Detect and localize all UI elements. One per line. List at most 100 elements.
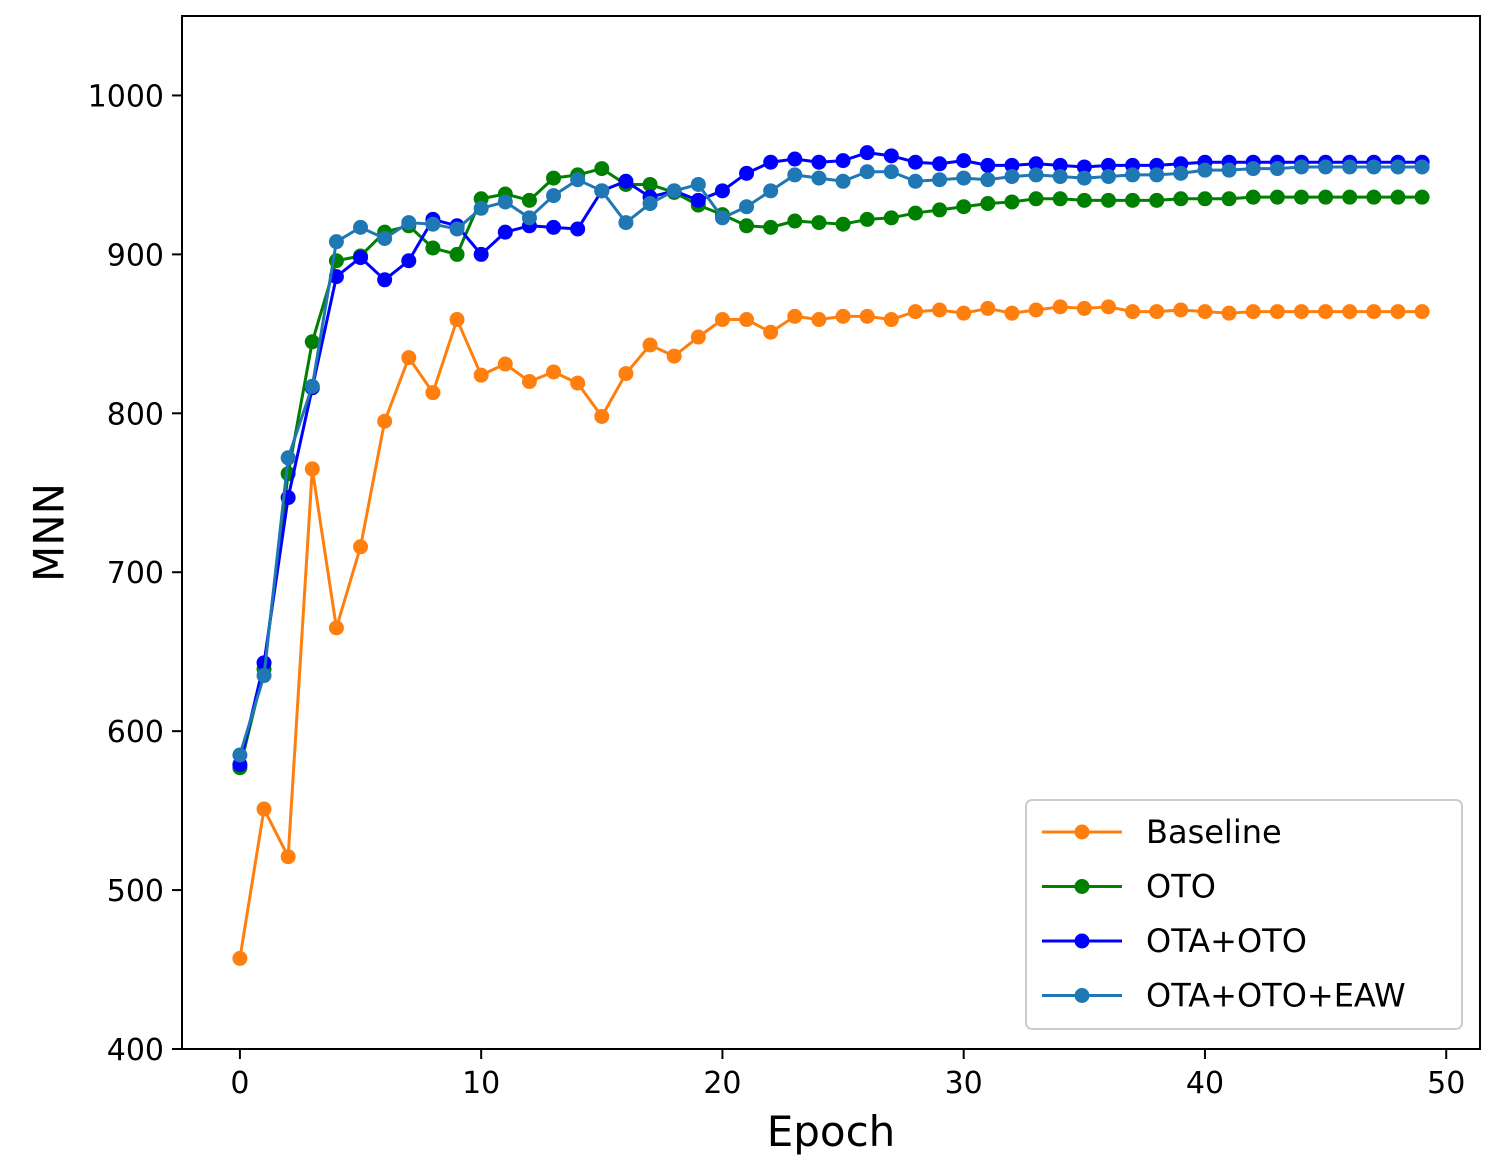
data-point [594, 161, 610, 177]
legend-item: OTO [1042, 868, 1216, 906]
data-point [521, 210, 537, 226]
data-point [690, 329, 706, 345]
data-point [497, 356, 513, 372]
y-axis: 400 500 600 700 800 900 1000 [88, 79, 182, 1068]
data-point [811, 312, 827, 328]
data-point [232, 950, 248, 966]
data-point [232, 747, 248, 763]
legend-swatch-marker [1074, 824, 1090, 840]
data-point [1318, 159, 1334, 175]
data-point [1052, 169, 1068, 185]
data-point [546, 219, 562, 235]
data-point [449, 312, 465, 328]
data-point [425, 385, 441, 401]
data-point [328, 234, 344, 250]
data-point [1028, 302, 1044, 318]
legend-label: OTA+OTO [1146, 922, 1307, 960]
data-point [377, 413, 393, 429]
data-point [618, 215, 634, 231]
data-point [811, 170, 827, 186]
data-point [859, 211, 875, 227]
data-point [1269, 161, 1285, 177]
data-point [570, 375, 586, 391]
data-point [497, 194, 513, 210]
data-point [811, 154, 827, 170]
data-point [883, 312, 899, 328]
data-point [1028, 156, 1044, 172]
data-point [787, 308, 803, 324]
data-point [1293, 189, 1309, 205]
data-point [1076, 170, 1092, 186]
data-point [883, 164, 899, 180]
x-tick-label: 50 [1427, 1066, 1465, 1101]
data-point [907, 304, 923, 320]
legend-swatch-marker [1074, 988, 1090, 1003]
data-point [1149, 167, 1165, 183]
data-point [1221, 162, 1237, 178]
data-point [739, 199, 755, 215]
data-point [907, 173, 923, 189]
data-point [1269, 189, 1285, 205]
data-point [1052, 191, 1068, 207]
data-point [353, 250, 369, 266]
data-point [1125, 167, 1141, 183]
data-point [883, 210, 899, 226]
data-point [1004, 305, 1020, 321]
data-point [1366, 304, 1382, 320]
data-point [690, 176, 706, 192]
legend-label: OTO [1146, 868, 1216, 906]
data-point [1390, 304, 1406, 320]
series-layer [232, 145, 1430, 966]
data-point [787, 151, 803, 167]
data-point [956, 170, 972, 186]
data-point [425, 216, 441, 232]
data-point [1318, 189, 1334, 205]
data-point [594, 408, 610, 424]
data-point [1052, 157, 1068, 173]
data-point [932, 302, 948, 318]
data-point [304, 461, 320, 477]
data-point [618, 366, 634, 382]
data-point [1100, 192, 1116, 208]
data-point [1221, 191, 1237, 207]
data-point [1149, 304, 1165, 320]
legend-item: OTA+OTO [1042, 922, 1307, 960]
data-point [401, 350, 417, 366]
data-point [690, 192, 706, 208]
data-point [739, 218, 755, 234]
data-point [449, 246, 465, 262]
data-point [980, 172, 996, 188]
data-point [835, 173, 851, 189]
data-point [956, 199, 972, 215]
data-point [425, 240, 441, 256]
data-point [1100, 299, 1116, 315]
data-point [811, 215, 827, 231]
data-point [473, 246, 489, 262]
data-point [763, 154, 779, 170]
data-point [1149, 192, 1165, 208]
data-point [497, 224, 513, 240]
data-point [714, 183, 730, 199]
data-point [1173, 191, 1189, 207]
data-point [980, 157, 996, 173]
legend-label: Baseline [1146, 813, 1282, 851]
data-point [449, 221, 465, 237]
x-axis: 0 10 20 30 40 50 [230, 1049, 1465, 1101]
data-point [1269, 304, 1285, 320]
data-point [304, 334, 320, 350]
data-point [1028, 191, 1044, 207]
data-point [546, 188, 562, 204]
data-point [353, 539, 369, 555]
data-point [377, 230, 393, 246]
data-point [907, 154, 923, 170]
data-point [1197, 304, 1213, 320]
data-point [546, 170, 562, 186]
data-point [1318, 304, 1334, 320]
y-tick-label: 500 [107, 874, 164, 909]
data-point [1004, 194, 1020, 210]
data-point [1004, 157, 1020, 173]
data-point [401, 253, 417, 269]
data-point [570, 172, 586, 188]
x-axis-label: Epoch [767, 1107, 896, 1156]
